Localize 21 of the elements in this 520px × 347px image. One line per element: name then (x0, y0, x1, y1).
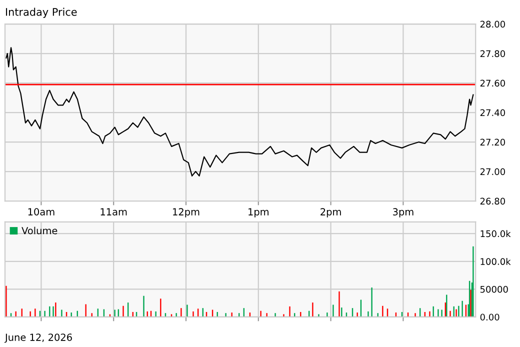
y-tick-label: 27.80 (480, 50, 506, 58)
y-tick-label: 27.40 (480, 109, 506, 116)
text: June 12, 2026 (4, 334, 72, 343)
y-tick-label: 100.0k (480, 258, 511, 265)
y-tick-label: 0.00 (480, 314, 500, 321)
y-tick-label: 27.00 (480, 168, 506, 176)
x-tick-label: 12pm (173, 208, 200, 218)
y-tick-label: 50000 (480, 286, 508, 293)
y-tick-label: 28.00 (480, 20, 506, 28)
chart-title: Intraday Price (6, 8, 77, 18)
x-tick-label: 3pm (393, 208, 414, 218)
y-tick-label: 27.60 (480, 80, 506, 87)
legend-label: Volume (22, 226, 58, 234)
y-tick-label: 150.0k (480, 230, 511, 238)
x-tick-label: 2pm (320, 208, 341, 218)
x-tick-label: 1pm (248, 208, 268, 218)
x-tick-label: 10am (28, 208, 54, 216)
y-tick-label: 26.80 (480, 198, 506, 205)
x-tick-label: 11am (100, 208, 127, 216)
y-tick-label: 27.20 (480, 138, 506, 146)
line-series (6, 47, 474, 176)
